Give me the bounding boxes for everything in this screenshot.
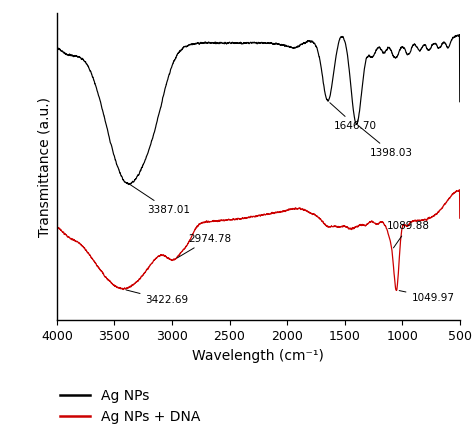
Text: 3387.01: 3387.01 xyxy=(130,184,190,215)
Text: 1049.97: 1049.97 xyxy=(399,291,455,303)
Text: 1398.03: 1398.03 xyxy=(358,126,413,158)
Text: 1089.88: 1089.88 xyxy=(387,221,430,248)
Legend: Ag NPs, Ag NPs + DNA: Ag NPs, Ag NPs + DNA xyxy=(60,389,201,424)
Text: 1646.70: 1646.70 xyxy=(330,103,377,131)
Text: 3422.69: 3422.69 xyxy=(126,290,189,305)
X-axis label: Wavelength (cm⁻¹): Wavelength (cm⁻¹) xyxy=(192,349,324,363)
Text: 2974.78: 2974.78 xyxy=(177,234,231,258)
Y-axis label: Transmittance (a.u.): Transmittance (a.u.) xyxy=(37,97,51,237)
